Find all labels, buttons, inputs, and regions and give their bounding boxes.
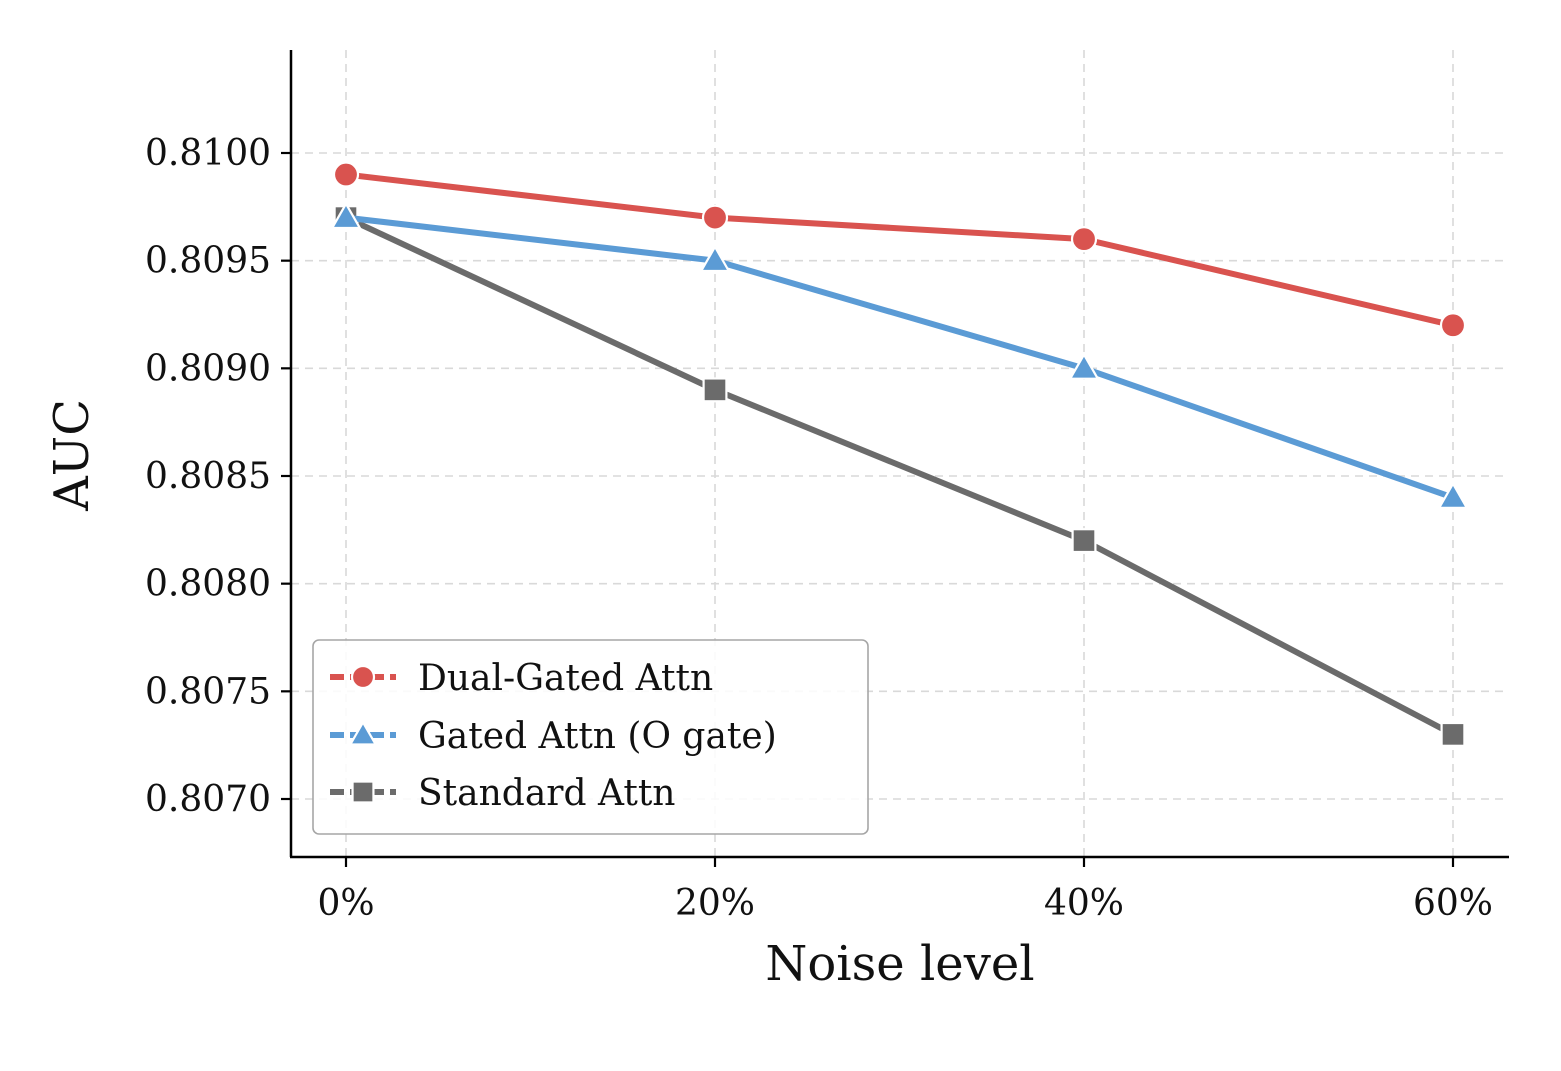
series-line: [343, 171, 1456, 329]
y-tick-label: 0.8075: [145, 671, 271, 712]
legend-marker-square: [351, 780, 375, 804]
y-tick-label: 0.8090: [145, 348, 271, 389]
legend-box: [312, 639, 869, 835]
axes: [289, 50, 1509, 859]
x-tick-label: 60%: [1413, 883, 1493, 924]
legend-label: Gated Attn (O gate): [418, 716, 777, 757]
x-tick-label: 0%: [317, 883, 374, 924]
legend-item: Dual-Gated Attn: [330, 658, 713, 699]
legend-item: Gated Attn (O gate): [330, 716, 777, 757]
x-tick-label: 20%: [675, 883, 755, 924]
data-point-triangle: [1068, 352, 1100, 380]
y-axis-title: AUC: [44, 399, 100, 512]
y-tick-label: 0.8085: [145, 456, 271, 497]
x-tick-label: 40%: [1044, 883, 1124, 924]
data-point-square: [1071, 528, 1097, 554]
x-axis-title: Noise level: [765, 936, 1034, 992]
data-point-circle: [701, 204, 729, 231]
legend-label: Standard Attn: [418, 773, 675, 814]
y-tick-label: 0.8080: [145, 564, 271, 605]
series-line: [343, 214, 1456, 501]
legend-item: Standard Attn: [330, 773, 675, 814]
series-triangle: [330, 201, 1469, 509]
data-point-circle: [1439, 312, 1467, 339]
series: [330, 161, 1469, 747]
series-circle: [332, 161, 1467, 339]
data-point-circle: [1070, 226, 1098, 253]
y-ticks: 0.8070 0.8075 0.8080 0.8085 0.8090 0.8095 0.81…: [145, 133, 291, 820]
data-point-triangle: [1437, 481, 1469, 509]
x-ticks: 0% 20% 40% 60%: [317, 857, 1493, 924]
legend: Dual-Gated Attn Gated Attn (O gate) Standa…: [312, 639, 869, 835]
series-line: [343, 214, 1456, 738]
data-point-square: [702, 377, 728, 403]
y-tick-label: 0.8100: [145, 133, 271, 174]
legend-marker-circle: [350, 664, 376, 690]
data-point-square: [1440, 721, 1466, 747]
data-point-triangle: [330, 201, 362, 230]
data-point-triangle: [699, 244, 731, 273]
y-tick-label: 0.8095: [145, 241, 271, 282]
data-point-circle: [332, 161, 360, 188]
legend-label: Dual-Gated Attn: [418, 658, 713, 699]
legend-marker-triangle: [348, 720, 378, 746]
y-tick-label: 0.8070: [145, 779, 271, 820]
